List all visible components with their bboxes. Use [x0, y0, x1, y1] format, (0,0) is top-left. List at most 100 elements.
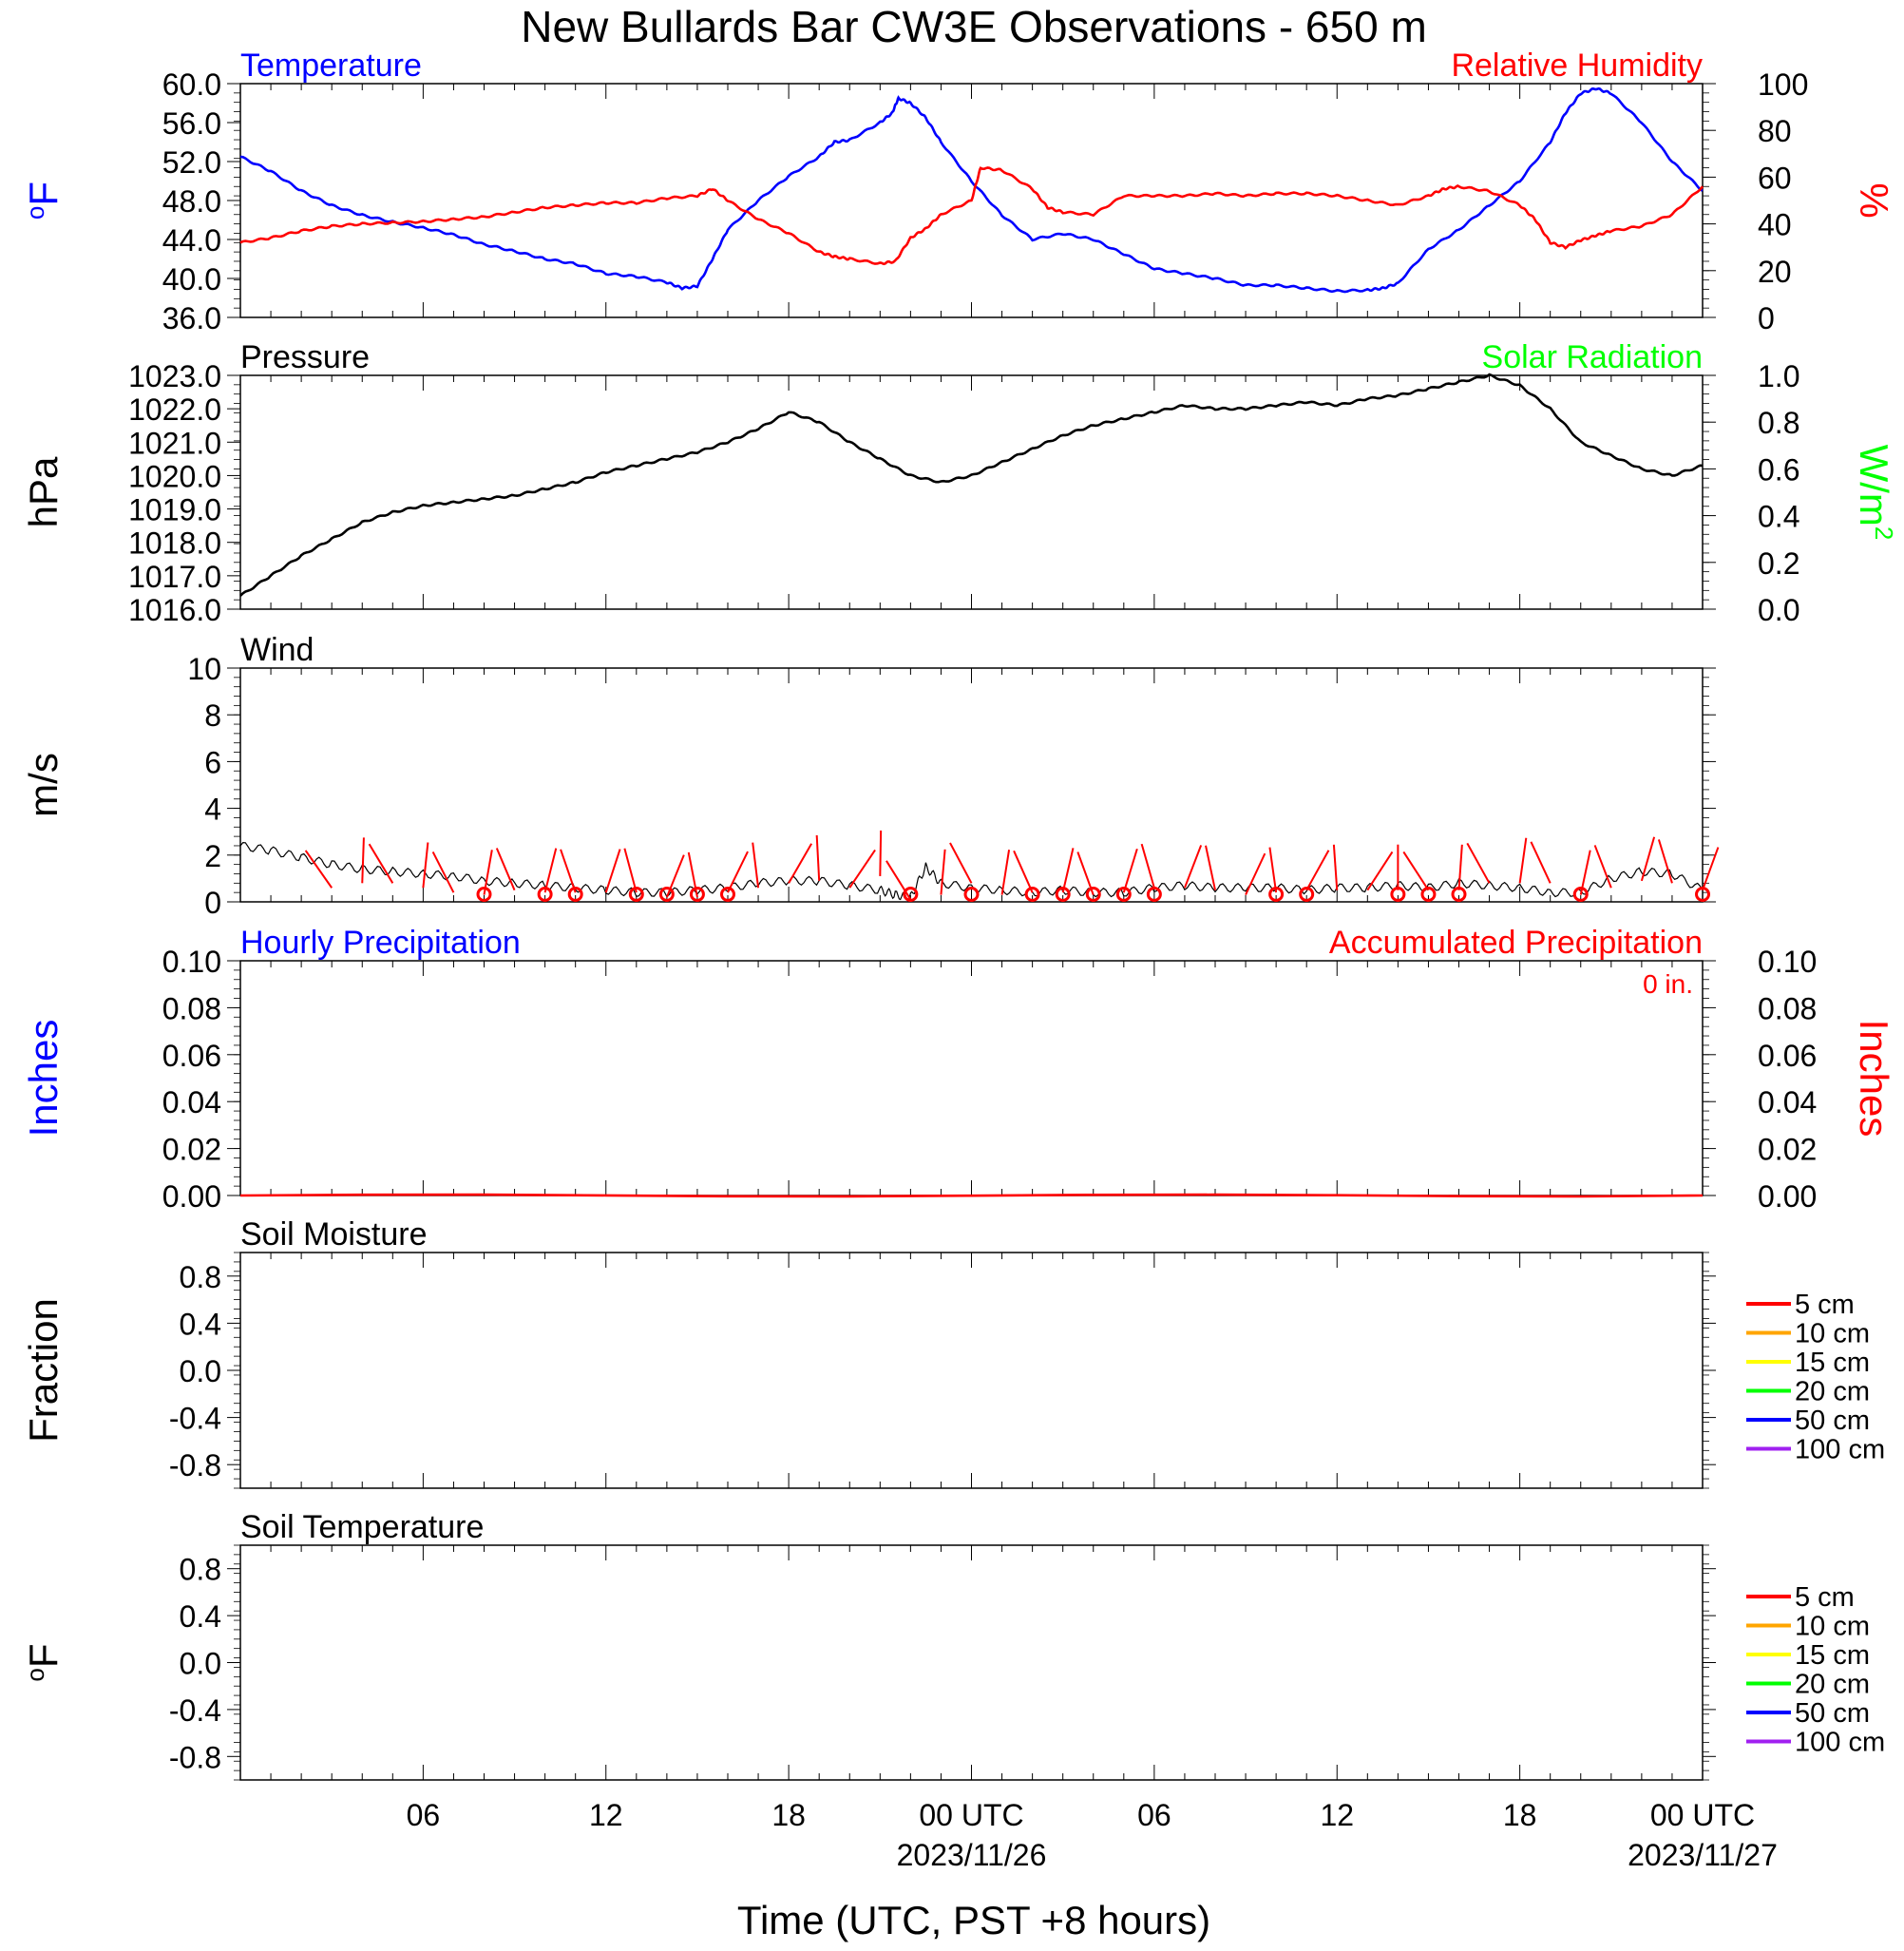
- y2-tick-label: 40: [1758, 208, 1792, 242]
- wind-barb: [940, 849, 946, 895]
- wind-barb: [1305, 850, 1330, 891]
- legend-label: 50 cm: [1795, 1698, 1870, 1729]
- y2-tick-label: 80: [1758, 114, 1792, 148]
- wind-barb: [879, 830, 883, 876]
- x-tick-label: 06: [407, 1798, 441, 1832]
- unit-letter: F: [21, 1643, 66, 1668]
- wind-barb: [1466, 842, 1491, 884]
- x-axis: 06 12 18 00 UTC 2023/11/26 06 12 18 00 UTC 2023/1…: [407, 1798, 1778, 1872]
- plot-frame: [239, 1252, 1704, 1489]
- wind-barb: [1702, 847, 1720, 891]
- degree-mark: o: [21, 1668, 49, 1681]
- legend-label: 15 cm: [1795, 1640, 1870, 1671]
- y-tick-label: 44.0: [162, 223, 221, 258]
- x-tick-label: 18: [1503, 1798, 1537, 1832]
- y-axis-label: Fraction: [21, 1298, 66, 1443]
- y-tick-label: 1018.0: [128, 526, 221, 561]
- y2-tick-label: 0.06: [1758, 1039, 1817, 1073]
- y2-tick-label: 0.10: [1758, 945, 1817, 979]
- unit-exponent: 2: [1870, 526, 1898, 540]
- y-tick-label: 2: [204, 839, 221, 873]
- y-tick-label: 0.4: [180, 1307, 221, 1341]
- wind-barb: [665, 854, 685, 898]
- x-tick-label: 00 UTC: [1650, 1798, 1755, 1832]
- y-tick-label: 1021.0: [128, 426, 221, 460]
- wind-barb: [1205, 845, 1216, 890]
- legend-label: 50 cm: [1795, 1406, 1870, 1436]
- y-axis-label: oF: [21, 1643, 66, 1681]
- legend-label: 5 cm: [1795, 1290, 1855, 1320]
- y-tick-label: 10: [187, 652, 221, 686]
- y-tick-label: 0.02: [162, 1133, 221, 1167]
- y-tick-label: 0.8: [180, 1260, 221, 1294]
- y-tick-label: 1017.0: [128, 560, 221, 594]
- wind-barb: [788, 843, 812, 884]
- y2-tick-label: 0: [1758, 301, 1775, 335]
- wind-barb: [1657, 839, 1673, 884]
- wind-barb: [1530, 841, 1552, 884]
- panel-temperature_humidity: 36.0 40.0 44.0 48.0 52.0 56.0 60.0 0 20 40 60 80 100…: [21, 48, 1896, 335]
- wind-barb: [560, 849, 577, 893]
- wind-barb: [1122, 848, 1138, 893]
- y-tick-label: 1019.0: [128, 493, 221, 527]
- plot-frame: [239, 667, 1704, 903]
- y2-tick-label: 0.6: [1758, 452, 1799, 487]
- y-tick-label: -0.4: [169, 1402, 221, 1436]
- calm-wind-marker: [567, 887, 583, 902]
- y2-tick-label: 0.8: [1758, 406, 1799, 440]
- panels: 36.040.044.048.052.056.060.0020406080100…: [21, 48, 1898, 1781]
- calm-wind-marker: [1024, 887, 1040, 902]
- wind-barb: [1457, 844, 1463, 890]
- y-tick-label: -0.4: [169, 1693, 221, 1728]
- wind-barb: [422, 842, 429, 889]
- y2-tick-label: 0.4: [1758, 500, 1799, 534]
- y-tick-label: 0.00: [162, 1179, 221, 1214]
- panel-title-right: Solar Radiation: [1482, 339, 1703, 375]
- calm-wind-marker: [1390, 887, 1406, 902]
- calm-wind-marker: [1055, 887, 1071, 902]
- legend-label: 5 cm: [1795, 1582, 1855, 1613]
- series-line-temperature: [239, 86, 1704, 294]
- x-tick-label: 06: [1137, 1798, 1171, 1832]
- panel-title-right: Accumulated Precipitation: [1329, 925, 1703, 961]
- calm-wind-marker: [963, 887, 980, 902]
- panel-soil_moisture: -0.8 -0.4 0.0 0.4 0.8 Soil Moisture Fraction 5 …: [21, 1216, 1885, 1489]
- y-tick-label: 0.06: [162, 1039, 221, 1073]
- wind-barb: [368, 843, 394, 884]
- y-tick-label: 1023.0: [128, 359, 221, 393]
- calm-wind-marker: [1146, 887, 1162, 902]
- y-tick-label: 1022.0: [128, 392, 221, 427]
- y-tick-label: 0.0: [180, 1354, 221, 1388]
- y-tick-label: 8: [204, 698, 221, 733]
- y-tick-label: 0.08: [162, 991, 221, 1025]
- calm-wind-marker: [1085, 887, 1101, 902]
- wind-barb: [1268, 847, 1278, 893]
- calm-wind-marker: [628, 887, 644, 902]
- series-line-relative-humidity: [239, 166, 1704, 266]
- y-tick-label: 0.04: [162, 1085, 221, 1119]
- y2-tick-label: 60: [1758, 161, 1792, 195]
- y2-axis-label: %: [1852, 182, 1896, 218]
- wind-barb: [1593, 845, 1612, 889]
- y-axis-label: Inches: [21, 1020, 66, 1138]
- y-axis-label: oF: [21, 182, 66, 220]
- wind-barb: [949, 842, 973, 884]
- wind-barb: [727, 851, 749, 893]
- calm-wind-marker: [1695, 887, 1710, 902]
- y-axis-label: hPa: [21, 456, 66, 527]
- calm-wind-marker: [1451, 887, 1467, 902]
- calm-wind-marker: [537, 887, 553, 902]
- y-tick-label: 4: [204, 793, 221, 827]
- y-tick-label: 40.0: [162, 262, 221, 296]
- y-tick-label: 52.0: [162, 145, 221, 180]
- y2-tick-label: 0.04: [1758, 1085, 1817, 1119]
- wind-barb: [1332, 844, 1339, 890]
- y-tick-label: 0.4: [180, 1599, 221, 1634]
- wind-barb: [1000, 850, 1011, 895]
- wind-barb: [1140, 843, 1155, 889]
- legend-label: 20 cm: [1795, 1377, 1870, 1407]
- calm-wind-marker: [1420, 887, 1437, 902]
- chart-title: New Bullards Bar CW3E Observations - 650…: [521, 2, 1427, 51]
